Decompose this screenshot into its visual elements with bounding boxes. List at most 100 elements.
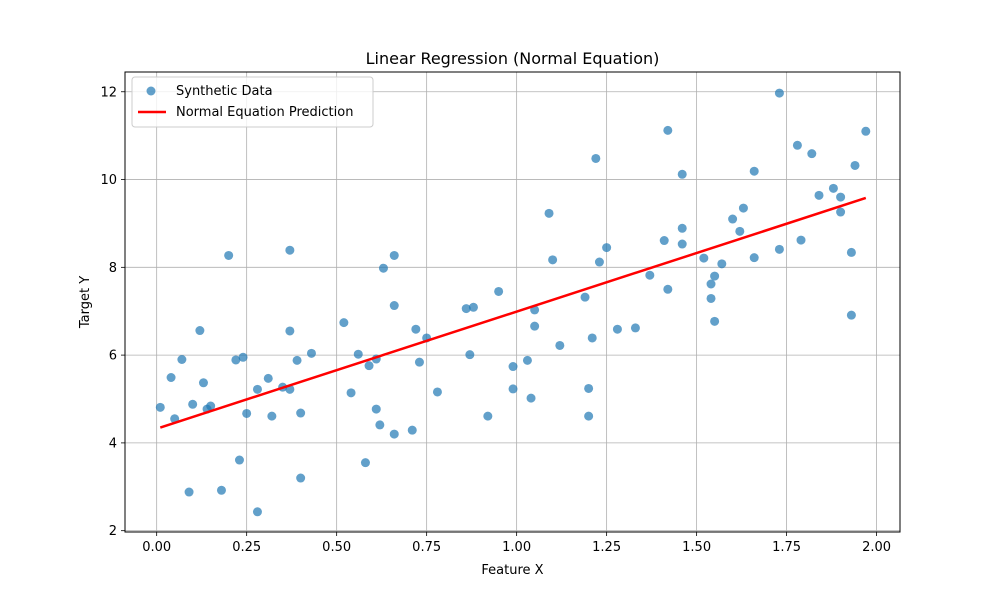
x-tick-label: 1.50 <box>682 540 711 555</box>
data-point <box>774 88 784 98</box>
data-point <box>846 310 856 320</box>
x-tick-label: 0.50 <box>322 540 351 555</box>
data-point <box>584 383 594 393</box>
y-tick-label: 2 <box>109 524 117 539</box>
x-tick-label: 1.75 <box>772 540 801 555</box>
data-point <box>461 304 471 314</box>
data-point <box>735 226 745 236</box>
data-point <box>378 263 388 273</box>
data-point <box>407 425 417 435</box>
data-point <box>584 411 594 421</box>
data-point <box>728 214 738 224</box>
data-point <box>749 253 759 263</box>
x-tick-label: 1.00 <box>502 540 531 555</box>
data-point <box>198 378 208 388</box>
data-point <box>296 408 306 418</box>
data-point <box>263 373 273 383</box>
data-point <box>353 349 363 359</box>
regression-line <box>159 196 867 429</box>
data-point <box>177 355 187 364</box>
data-point <box>285 245 295 255</box>
data-point <box>508 362 518 372</box>
data-point <box>677 223 687 233</box>
data-point <box>710 316 720 326</box>
data-point <box>836 192 846 202</box>
x-tick-label: 0.25 <box>232 540 261 555</box>
data-point <box>483 411 493 421</box>
data-point <box>861 126 871 136</box>
data-point <box>414 357 424 367</box>
data-point <box>494 286 504 296</box>
legend-scatter-marker <box>146 86 156 96</box>
data-point <box>677 239 687 249</box>
x-tick-label: 1.25 <box>592 540 621 555</box>
data-point <box>717 259 727 269</box>
grid-lines <box>125 72 900 532</box>
data-point <box>814 190 824 200</box>
data-point <box>184 487 194 497</box>
data-point <box>234 455 244 465</box>
data-point <box>508 384 518 394</box>
legend: Synthetic Data Normal Equation Predictio… <box>131 76 374 128</box>
x-tick-label: 0.75 <box>412 540 441 555</box>
data-point <box>195 326 205 336</box>
data-point <box>346 388 356 398</box>
data-point <box>612 324 622 334</box>
data-point <box>292 355 302 365</box>
data-point <box>594 257 604 267</box>
data-point <box>749 166 759 176</box>
y-tick-label: 12 <box>100 85 117 100</box>
data-point <box>224 250 234 260</box>
data-point <box>339 318 349 328</box>
data-point <box>306 348 316 358</box>
data-point <box>591 153 601 163</box>
data-point <box>522 355 532 365</box>
data-point <box>677 169 687 179</box>
data-point <box>630 323 640 333</box>
data-point <box>530 321 540 331</box>
y-tick-label: 6 <box>109 349 117 364</box>
data-point <box>242 408 252 418</box>
data-point <box>432 387 442 397</box>
data-point <box>360 458 370 468</box>
data-point <box>850 160 860 170</box>
x-tick-label: 2.00 <box>862 540 891 555</box>
data-point <box>544 208 554 218</box>
plot-marks <box>155 88 871 517</box>
data-point <box>188 399 198 409</box>
data-point <box>252 384 262 394</box>
data-point <box>796 235 806 245</box>
data-point <box>738 203 748 213</box>
data-point <box>580 292 590 302</box>
data-point <box>710 271 720 281</box>
data-point <box>238 352 248 362</box>
legend-box <box>131 76 374 128</box>
data-point <box>706 279 716 289</box>
data-point <box>389 250 399 260</box>
legend-label-synthetic-data: Synthetic Data <box>176 84 273 99</box>
data-point <box>166 372 176 382</box>
data-point <box>663 284 673 294</box>
data-point <box>155 402 165 412</box>
legend-label-normal-equation-prediction: Normal Equation Prediction <box>176 105 353 120</box>
data-point <box>267 411 277 421</box>
y-axis-label: Target Y <box>78 276 93 329</box>
data-point <box>792 140 802 150</box>
data-point <box>587 333 597 343</box>
data-point <box>555 340 565 350</box>
data-point <box>526 393 536 403</box>
data-point <box>364 361 374 371</box>
data-point <box>296 473 306 483</box>
data-point <box>548 255 558 265</box>
x-tick-label: 0.00 <box>142 540 171 555</box>
data-point <box>465 350 475 360</box>
data-point <box>706 293 716 303</box>
y-tick-label: 8 <box>109 261 117 276</box>
axis-ticks: 0.00 0.25 0.50 0.75 1.00 1.25 1.50 1.75 2.00 2 4 6 8… <box>100 85 891 555</box>
data-point <box>807 149 817 159</box>
data-point <box>663 125 673 135</box>
data-point <box>375 420 385 430</box>
data-point <box>602 243 612 253</box>
data-point <box>836 207 846 217</box>
data-point <box>468 302 478 312</box>
